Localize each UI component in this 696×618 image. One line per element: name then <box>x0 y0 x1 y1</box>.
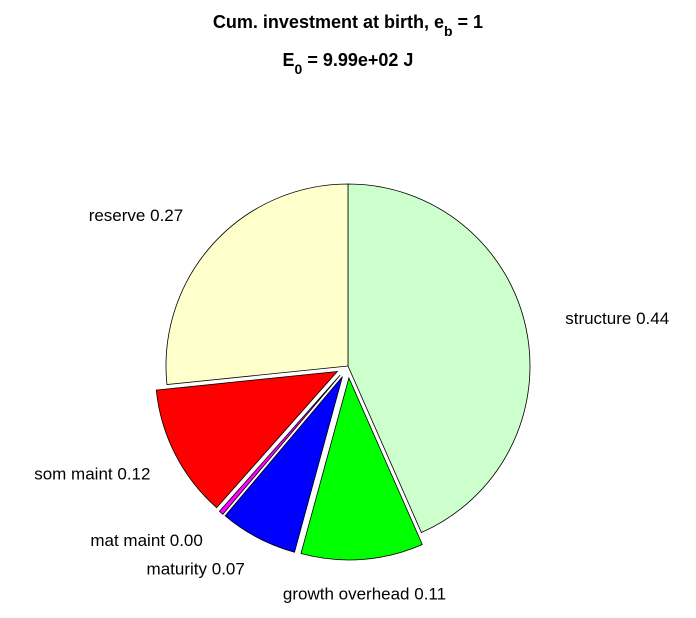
slice-category: maturity <box>147 560 208 579</box>
chart-subtitle: E0 = 9.99e+02 J <box>283 50 414 77</box>
pie-slice <box>224 376 343 553</box>
slice-value: 0.11 <box>414 585 446 604</box>
subtitle-text: E <box>283 50 295 70</box>
title-sub: b <box>444 23 453 39</box>
slice-category: growth overhead <box>283 585 410 604</box>
slice-category: som maint <box>34 465 113 484</box>
slice-value: 0.07 <box>212 560 245 579</box>
slice-label: som maint 0.12 <box>34 465 150 484</box>
slice-value: 0.00 <box>170 531 203 550</box>
title-text: Cum. investment at birth, e <box>213 12 444 32</box>
slice-value: 0.27 <box>150 207 183 226</box>
slice-label: structure 0.44 <box>565 310 669 329</box>
chart-title: Cum. investment at birth, eb = 1 <box>213 12 483 39</box>
slice-label: reserve 0.27 <box>89 207 184 226</box>
slice-value: 0.12 <box>117 465 150 484</box>
slice-value: 0.44 <box>636 310 669 329</box>
slice-label: maturity 0.07 <box>147 560 245 579</box>
slice-category: structure <box>565 310 631 329</box>
pie-slice <box>165 183 349 386</box>
pie-slice <box>300 376 423 561</box>
slice-category: reserve <box>89 207 146 226</box>
slice-label: growth overhead 0.11 <box>283 585 446 604</box>
pie-slice <box>347 183 531 534</box>
subtitle-tail: = 9.99e+02 J <box>302 50 413 70</box>
slice-label: mat maint 0.00 <box>90 531 202 550</box>
subtitle-sub: 0 <box>295 61 303 77</box>
pie-slice <box>218 374 341 515</box>
title-tail: = 1 <box>453 12 484 32</box>
pie-slice <box>155 370 339 509</box>
slice-category: mat maint <box>90 531 165 550</box>
